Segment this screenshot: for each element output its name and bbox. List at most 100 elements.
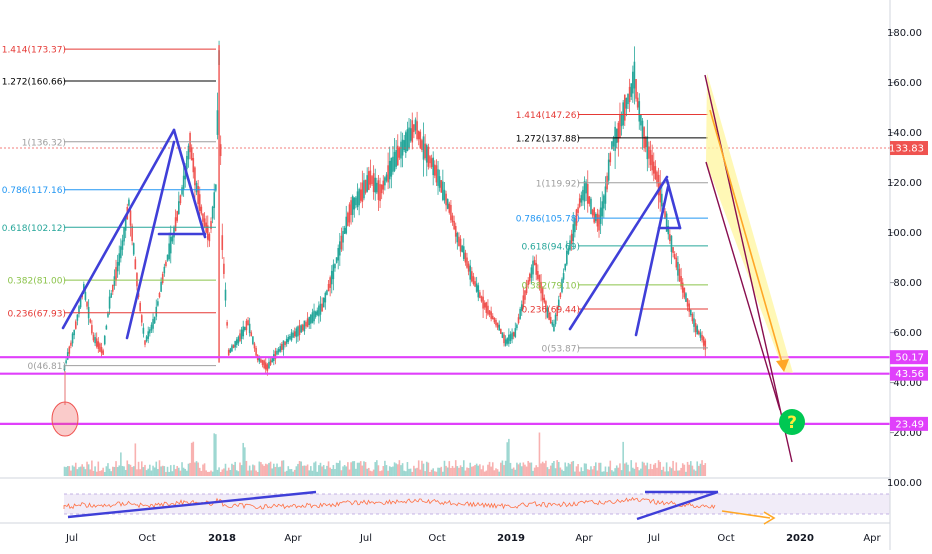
volume-bar <box>612 471 615 476</box>
candle-body <box>113 276 116 286</box>
x-tick-label-11: Apr <box>863 533 881 544</box>
volume-bar <box>440 466 443 476</box>
candle-body <box>630 83 633 97</box>
volume-bar <box>453 467 455 476</box>
volume-bar <box>574 471 576 476</box>
volume-bar <box>495 468 497 476</box>
volume-bar <box>277 467 280 476</box>
candle-body <box>424 143 426 159</box>
candle-body <box>615 128 618 143</box>
support-badge-2-text: 23.49 <box>895 419 924 430</box>
volume-bar <box>590 466 592 476</box>
volume-bar <box>273 463 275 476</box>
volume-bar <box>355 468 357 476</box>
candle-body <box>496 322 499 328</box>
candle-body <box>490 311 492 319</box>
volume-bar <box>87 464 90 476</box>
volume-bar <box>252 464 254 476</box>
volume-bar <box>665 462 668 476</box>
volume-bar <box>480 469 483 476</box>
candle-body <box>556 306 558 317</box>
candle-body <box>665 213 668 232</box>
candle-body <box>239 333 241 341</box>
candle-body <box>627 93 629 105</box>
candle-body <box>306 318 309 327</box>
volume-bar <box>475 463 478 476</box>
rsi-trendline-2 <box>636 490 719 521</box>
candle-body <box>248 323 251 334</box>
volume-bar <box>176 466 178 476</box>
candle-body <box>462 246 465 259</box>
candle-body <box>664 211 666 219</box>
candle-body <box>598 214 600 231</box>
candle-body <box>166 254 169 261</box>
candle-body <box>223 263 225 274</box>
candle-body <box>226 322 228 326</box>
candle-body <box>401 139 404 156</box>
candle-body <box>453 220 455 230</box>
volume-bar <box>625 462 628 476</box>
candle-body <box>667 225 670 235</box>
volume-bar <box>144 464 146 476</box>
candle-body <box>479 292 481 298</box>
candle-body <box>300 325 302 333</box>
candle-body <box>561 279 563 293</box>
candle-body <box>123 227 125 242</box>
candle-body <box>372 173 375 193</box>
volume-bar <box>337 463 339 476</box>
volume-bar <box>656 467 658 476</box>
candle-body <box>208 234 211 242</box>
volume-bar <box>442 471 444 476</box>
candle-body <box>86 301 88 307</box>
volume-bar <box>124 469 127 476</box>
candle-body <box>625 97 628 109</box>
candle-body <box>551 322 554 326</box>
volume-bar <box>215 434 217 476</box>
candle-body <box>367 171 370 190</box>
y-tick-label-3: 80.00 <box>893 278 922 289</box>
volume-bar <box>157 469 159 476</box>
candle-body <box>409 128 412 141</box>
candle-body <box>446 198 449 209</box>
candle-body <box>290 332 293 341</box>
volume-bar <box>120 452 122 476</box>
volume-bar <box>334 469 336 476</box>
candle-body <box>652 161 655 174</box>
candle-body <box>417 130 420 140</box>
volume-bar <box>591 469 594 476</box>
candle-body <box>419 131 422 149</box>
candle-body <box>221 235 224 250</box>
support-badge-2-bg <box>890 416 928 431</box>
volume-bar <box>99 471 101 476</box>
candle-body <box>596 213 599 227</box>
candle-body <box>335 257 338 263</box>
volume-bar <box>635 462 637 476</box>
volume-bar <box>530 462 533 476</box>
volume-bar <box>186 470 188 476</box>
candle-body <box>657 174 660 196</box>
volume-bar <box>94 466 96 476</box>
volume-bar <box>572 460 575 476</box>
x-tick-label-8: Jul <box>647 533 660 544</box>
volume-bar <box>633 468 636 476</box>
candle-body <box>421 140 423 150</box>
candle-body <box>604 186 607 204</box>
candle-body <box>263 360 265 369</box>
volume-bar <box>506 442 509 476</box>
candle-body <box>456 232 459 243</box>
candle-body <box>376 182 378 193</box>
volume-bar <box>649 463 652 476</box>
volume-bar <box>623 463 626 476</box>
candle-body <box>485 302 488 313</box>
candle-body <box>303 320 306 332</box>
candle-body <box>471 271 473 282</box>
fib-2019-label-5: 0.382(79.10) <box>521 281 580 291</box>
candle-body <box>620 114 623 127</box>
volume-bar <box>372 469 375 476</box>
fib-2017-label-3: 0.786(117.16) <box>2 186 66 196</box>
candle-body <box>408 127 410 148</box>
volume-bar <box>425 461 428 476</box>
candle-body <box>276 350 278 355</box>
fib-2019-label-6: 0.236(69.44) <box>521 306 580 316</box>
volume-bar <box>202 464 204 476</box>
